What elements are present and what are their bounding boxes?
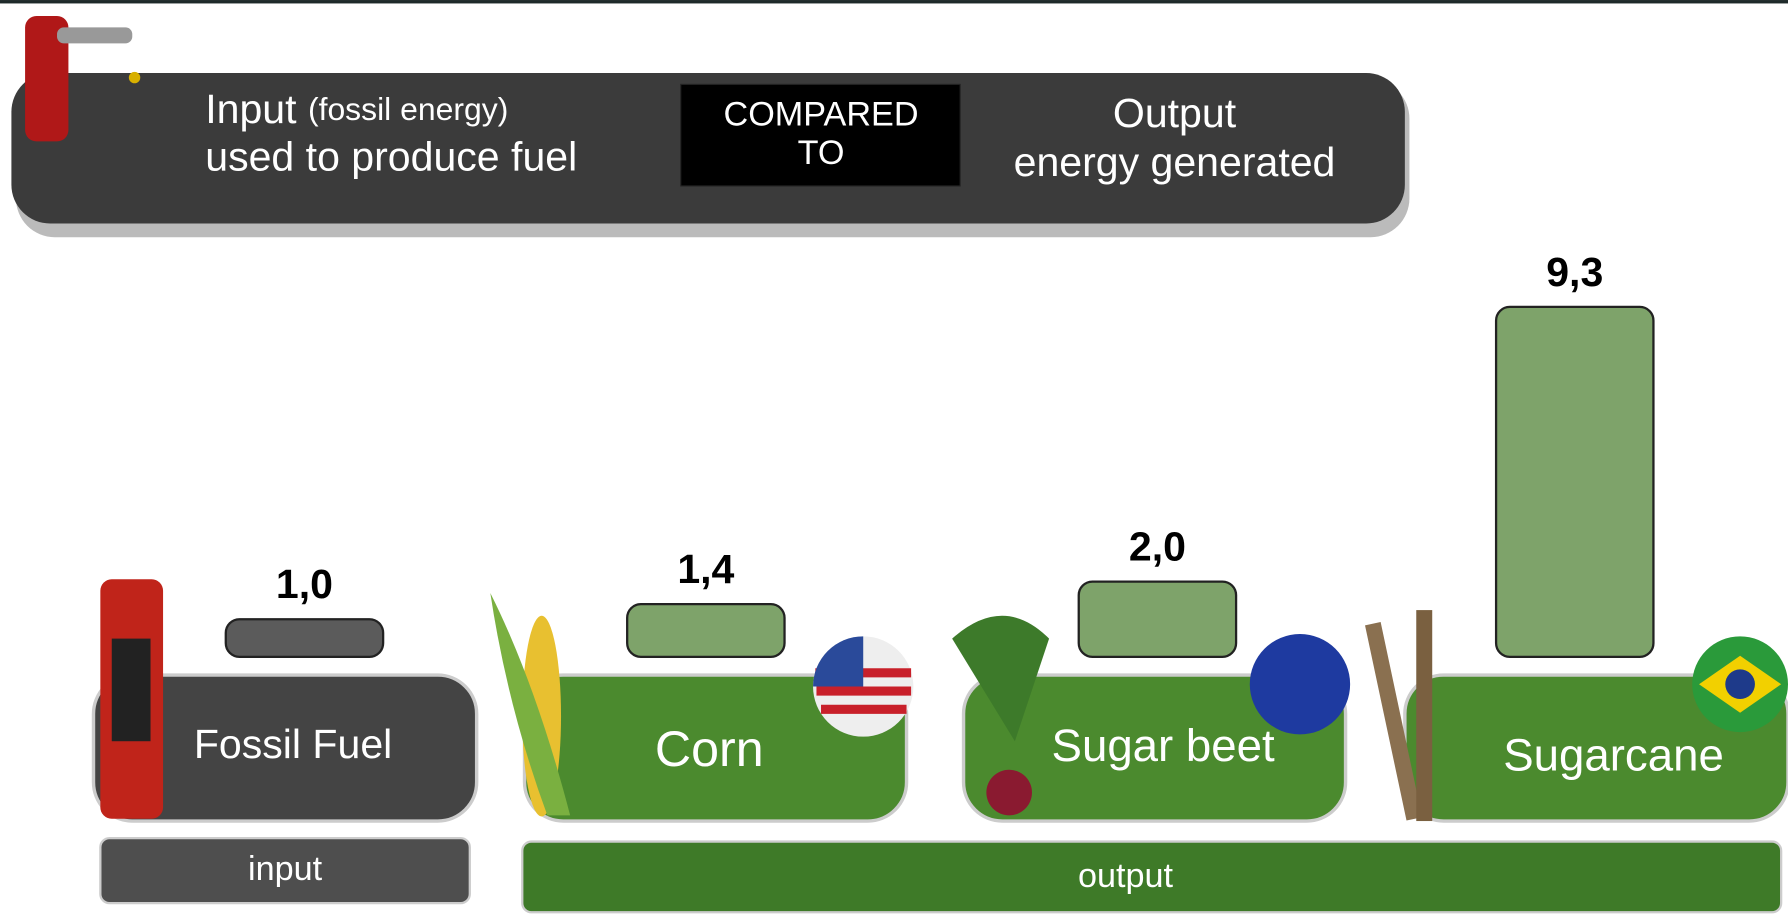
output-line1: Output (1113, 90, 1237, 136)
cane-icon (1365, 610, 1432, 821)
bar (1079, 582, 1236, 657)
value-label: 9,3 (1546, 249, 1603, 295)
compared-line2: TO (798, 134, 845, 172)
input-group-label: input (248, 850, 323, 888)
corn-icon (490, 593, 570, 817)
input-note: (fossil energy) (308, 91, 508, 127)
category-label: Fossil Fuel (194, 721, 392, 767)
bar (226, 619, 383, 657)
input-word: Input (205, 86, 297, 132)
output-line2: energy generated (1014, 139, 1336, 185)
bar (1496, 307, 1653, 657)
bar (627, 604, 784, 657)
pump-icon (100, 579, 163, 818)
usa-flag (813, 636, 913, 736)
brazil-flag (1692, 636, 1788, 732)
header-input-line2: used to produce fuel (205, 134, 577, 180)
slide: Input (fossil energy) used to produce fu… (0, 0, 1788, 918)
compared-line1: COMPARED (724, 95, 919, 133)
category-label: Sugar beet (1052, 720, 1275, 771)
header-input: Input (fossil energy) (205, 86, 508, 132)
category-label: Sugarcane (1503, 729, 1724, 780)
value-label: 1,0 (276, 561, 333, 607)
top-strip (0, 0, 1788, 3)
output-group-label: output (1078, 857, 1174, 895)
value-label: 1,4 (677, 546, 734, 592)
category-label: Corn (655, 721, 764, 777)
page: {"header": {"input_word": "Input", "inpu… (0, 0, 1788, 918)
value-label: 2,0 (1129, 523, 1186, 569)
